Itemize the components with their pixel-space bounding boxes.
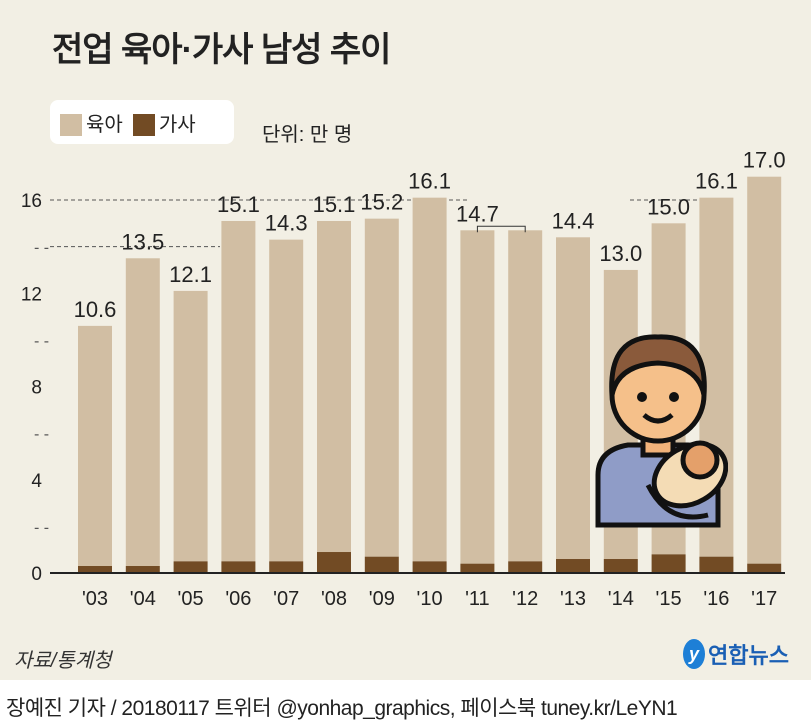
y-tick-label: 4 xyxy=(31,471,42,492)
unit-label: 단위: 만 명 xyxy=(262,124,353,146)
data-label: 13.0 xyxy=(599,241,642,266)
yonhap-logo: y 연합뉴스 xyxy=(683,638,789,670)
legend-label-childcare: 육아 xyxy=(86,113,123,136)
bar-housework-0 xyxy=(78,566,112,573)
x-tick-label: '10 xyxy=(417,588,443,610)
data-label: 13.5 xyxy=(121,229,164,254)
label-bracket xyxy=(476,225,526,233)
data-label: 10.6 xyxy=(74,297,117,322)
bar-housework-7 xyxy=(412,561,447,573)
x-tick-label: '05 xyxy=(178,588,204,610)
x-tick-label: '16 xyxy=(703,588,729,610)
x-tick-label: '03 xyxy=(82,588,108,610)
x-tick-label: '09 xyxy=(369,588,395,610)
legend-swatch-childcare xyxy=(60,114,82,137)
bar-childcare-5 xyxy=(317,220,351,553)
y-tick-label: 0 xyxy=(31,564,42,585)
minor-tick: - - xyxy=(34,333,49,350)
data-label: 16.1 xyxy=(408,169,451,194)
x-tick-label: '04 xyxy=(130,588,156,610)
bar-chart: - - - - - - - - 0 4 8 12 16 '03 10.6 '04 13.5 '05 12.1… xyxy=(21,148,786,610)
bar-housework-5 xyxy=(317,552,351,573)
bar-childcare-4 xyxy=(269,239,304,562)
legend: 육아 가사 xyxy=(50,100,234,144)
yonhap-logo-text: 연합뉴스 xyxy=(708,643,789,668)
yonhap-logo-icon: y xyxy=(683,639,705,669)
bar-housework-2 xyxy=(173,561,208,573)
bar-housework-4 xyxy=(269,561,304,573)
y-tick-label: 12 xyxy=(21,284,42,305)
source-label: 자료/통계청 xyxy=(14,650,112,672)
bar-housework-3 xyxy=(221,561,256,573)
bar-housework-8 xyxy=(460,563,495,573)
bar-childcare-9 xyxy=(508,230,543,562)
bar-housework-6 xyxy=(364,556,399,573)
data-label: 12.1 xyxy=(169,262,212,287)
data-label: 15.2 xyxy=(360,190,403,215)
bar-childcare-0 xyxy=(78,325,112,567)
bar-childcare-7 xyxy=(412,197,447,562)
bar-housework-9 xyxy=(508,561,543,573)
x-tick-label: '14 xyxy=(608,588,634,610)
credit-footer: 장예진 기자 / 20180117 트위터 @yonhap_graphics, … xyxy=(6,697,678,720)
data-label: 14.4 xyxy=(552,208,595,233)
minor-tick: - - xyxy=(34,426,49,443)
bar-housework-13 xyxy=(699,556,734,573)
legend-swatch-housework xyxy=(132,114,155,137)
bar-childcare-6 xyxy=(364,218,399,557)
x-tick-label: '06 xyxy=(225,588,251,610)
y-tick-label: 16 xyxy=(21,191,42,212)
minor-tick: - - xyxy=(34,240,49,257)
bar-housework-12 xyxy=(651,554,686,573)
bar-childcare-8 xyxy=(460,230,495,564)
data-label: 15.1 xyxy=(217,192,260,217)
legend-item-childcare: 육아 xyxy=(60,108,123,137)
x-tick-label: '17 xyxy=(751,588,777,610)
x-tick-label: '15 xyxy=(656,588,682,610)
bar-housework-11 xyxy=(603,559,638,573)
data-label: 15.1 xyxy=(313,192,356,217)
data-label: 16.1 xyxy=(695,169,738,194)
legend-item-housework: 가사 xyxy=(132,108,196,137)
data-label: 15.0 xyxy=(647,194,690,219)
chart-title: 전업 육아·가사 남성 추이 xyxy=(52,31,391,69)
bar-childcare-1 xyxy=(125,258,160,567)
minor-tick: - - xyxy=(34,519,49,536)
bar-childcare-10 xyxy=(556,237,590,560)
x-tick-label: '13 xyxy=(560,588,586,610)
y-tick-label: 8 xyxy=(31,378,42,399)
bar-childcare-14 xyxy=(747,176,782,564)
bar-childcare-2 xyxy=(173,290,208,562)
bar-childcare-3 xyxy=(221,220,256,562)
x-tick-label: '07 xyxy=(273,588,299,610)
data-label: 14.7 xyxy=(456,201,499,226)
data-label: 14.3 xyxy=(265,211,308,236)
data-label: 17.0 xyxy=(743,148,786,173)
x-tick-label: '12 xyxy=(512,588,538,610)
bar-housework-14 xyxy=(747,563,782,573)
bar-housework-1 xyxy=(125,566,160,573)
father-with-baby-illustration xyxy=(595,334,728,528)
x-tick-label: '11 xyxy=(465,588,490,610)
x-tick-label: '08 xyxy=(321,588,347,610)
bar-housework-10 xyxy=(556,559,590,573)
legend-label-housework: 가사 xyxy=(158,113,196,136)
